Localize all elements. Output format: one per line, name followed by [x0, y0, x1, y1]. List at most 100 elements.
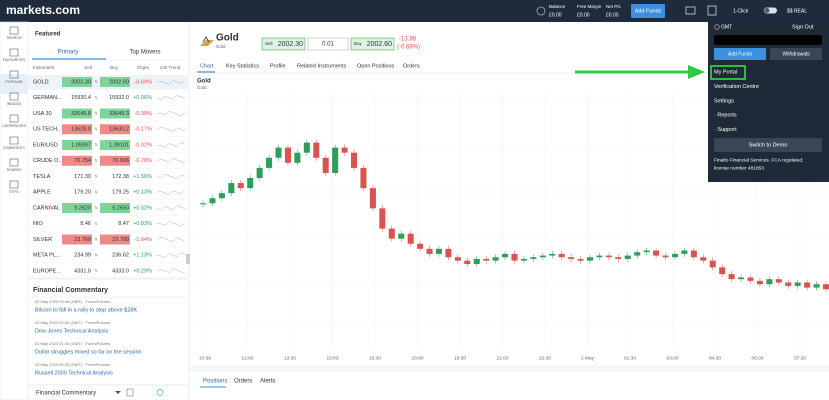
buy-price[interactable]: 13630.2 [109, 127, 129, 133]
sell-price[interactable]: 179.20 [74, 190, 91, 196]
sidebar-label[interactable]: INDICES [7, 102, 22, 106]
buy-cell[interactable] [100, 124, 130, 135]
sidebar-label[interactable]: COMMODITY [3, 146, 26, 150]
sell-price[interactable]: 70.754 [74, 158, 91, 164]
buy-cell[interactable] [100, 77, 130, 87]
sidebar-label[interactable]: SEARCH [7, 36, 22, 40]
menu-item[interactable]: · Support [714, 127, 737, 133]
news-headline[interactable]: Russell 2000 Technical Analysis [35, 370, 113, 376]
news-headline[interactable]: Bitcoin to fall in a rally to stop above… [35, 307, 137, 313]
sell-cell[interactable] [62, 77, 92, 87]
sidebar-icon[interactable] [9, 70, 19, 79]
sell-price[interactable]: 171.30 [74, 174, 91, 180]
instrument-name[interactable]: EUROPE... [33, 268, 61, 274]
buy-price[interactable]: 23.780 [112, 237, 129, 243]
instrument-name[interactable]: APPLE [33, 190, 51, 196]
instrument-name[interactable]: EUR/USD [33, 142, 58, 148]
quantity-input[interactable] [307, 37, 349, 51]
buy-price[interactable]: 70.806 [112, 158, 129, 164]
instrument-name[interactable]: NIO [33, 221, 44, 227]
sell-cell[interactable] [62, 124, 92, 135]
sell-price[interactable]: 1.09097 [71, 142, 91, 148]
instrument-name[interactable]: META PL... [33, 253, 61, 259]
sign-out[interactable]: Sign Out [792, 24, 814, 30]
live-icon[interactable] [156, 389, 164, 396]
positions-tab[interactable]: Alerts [260, 379, 275, 385]
sell-price[interactable]: 23.760 [74, 237, 91, 243]
buy-price[interactable]: 4333.0 [112, 268, 129, 274]
watchlist-tab[interactable]: Top Movers [129, 50, 160, 56]
instrument-tab[interactable]: Orders [403, 63, 420, 69]
add-funds-button[interactable] [631, 4, 665, 18]
sidebar-label[interactable]: FAVOURITES [3, 58, 26, 62]
buy-price[interactable]: 172.38 [112, 174, 129, 180]
buy-price[interactable]: 1.09101 [109, 142, 129, 148]
sell-cell[interactable] [62, 234, 92, 245]
commentary-dropdown[interactable]: Financial Commentary [36, 391, 96, 397]
menu-add-funds[interactable] [714, 48, 766, 60]
switch-demo-button[interactable] [714, 138, 822, 152]
instrument-tab[interactable]: Key Statistics [226, 63, 259, 69]
dropdown-arrow[interactable] [115, 391, 121, 394]
menu-item[interactable]: · Reports [714, 113, 737, 119]
sidebar-label[interactable]: SHARES [7, 168, 22, 172]
sidebar-icon[interactable] [9, 158, 19, 167]
sidebar-icon[interactable] [9, 114, 19, 123]
instrument-name[interactable]: GOLD [33, 79, 49, 85]
buy-cell[interactable] [100, 140, 130, 150]
buy-price[interactable]: 2002.60 [109, 79, 129, 85]
sidebar-label[interactable]: POPULAR [5, 80, 23, 84]
buy-price[interactable]: 179.25 [112, 190, 129, 196]
logo[interactable]: markets.com [6, 3, 80, 17]
positions-tab[interactable]: Orders [234, 379, 252, 385]
sidebar-icon[interactable] [9, 48, 19, 57]
icon-doc[interactable] [126, 388, 134, 397]
buy-cell[interactable] [100, 108, 130, 119]
buy-price[interactable]: 236.62 [112, 253, 129, 259]
news-headline[interactable]: Dow Jones Technical Analysis [35, 328, 109, 334]
buy-price[interactable]: 8.47 [118, 221, 129, 227]
news-headline[interactable]: Dollar struggles mixed so far on the ses… [35, 349, 142, 355]
instrument-tab[interactable]: Open Positions [357, 63, 395, 69]
sell-cell[interactable] [62, 108, 92, 119]
menu-item[interactable]: My Portal [714, 69, 737, 75]
positions-tab[interactable]: Positions [203, 379, 227, 385]
instrument-name[interactable]: TESLA [33, 174, 51, 180]
buy-cell[interactable] [100, 234, 130, 245]
sell-cell[interactable] [62, 155, 92, 166]
instrument-name[interactable]: GERMAN... [33, 95, 62, 101]
instrument-name[interactable]: USA 30 [33, 111, 52, 117]
icon-settings[interactable] [707, 5, 717, 16]
menu-item[interactable]: Verification Centre [714, 84, 759, 90]
instrument-tab[interactable]: Chart [200, 63, 214, 69]
watchlist-tab[interactable]: Primary [58, 50, 79, 56]
instrument-name[interactable]: CARNIVAL [33, 205, 60, 211]
instrument-tab[interactable]: Profile [270, 63, 286, 69]
timezone[interactable]: GMT [721, 24, 732, 30]
instrument-name[interactable]: CRUDE O... [33, 158, 63, 164]
menu-item[interactable]: Settings [714, 98, 734, 104]
collapse-handle[interactable] [186, 254, 190, 264]
buy-price[interactable]: 15932.0 [109, 95, 129, 101]
instrument-tab[interactable]: Related Instruments [297, 63, 346, 69]
sell-price[interactable]: 9.2620 [74, 205, 91, 211]
sidebar-label[interactable]: ETFS [9, 190, 19, 194]
sidebar-icon[interactable] [9, 136, 19, 145]
sell-price[interactable]: 33645.8 [71, 111, 91, 117]
sidebar-icon[interactable] [9, 180, 19, 189]
buy-button[interactable] [350, 37, 395, 51]
sell-price[interactable]: 13628.0 [71, 127, 91, 133]
sidebar-icon[interactable] [9, 92, 19, 101]
buy-price[interactable]: 33649.3 [109, 111, 129, 117]
sell-cell[interactable] [62, 140, 92, 150]
icon-screen[interactable] [685, 6, 696, 15]
account-type[interactable]: $$ REAL [787, 8, 807, 14]
sell-price[interactable]: 15930.4 [71, 95, 91, 101]
sell-cell[interactable] [62, 203, 92, 213]
sell-button[interactable] [261, 37, 306, 51]
sell-price[interactable]: 234.99 [74, 253, 91, 259]
buy-cell[interactable] [100, 203, 130, 213]
buy-price[interactable]: 9.2650 [112, 205, 129, 211]
instrument-name[interactable]: SILVER [33, 237, 52, 243]
instrument-name[interactable]: US TECH... [33, 127, 62, 133]
